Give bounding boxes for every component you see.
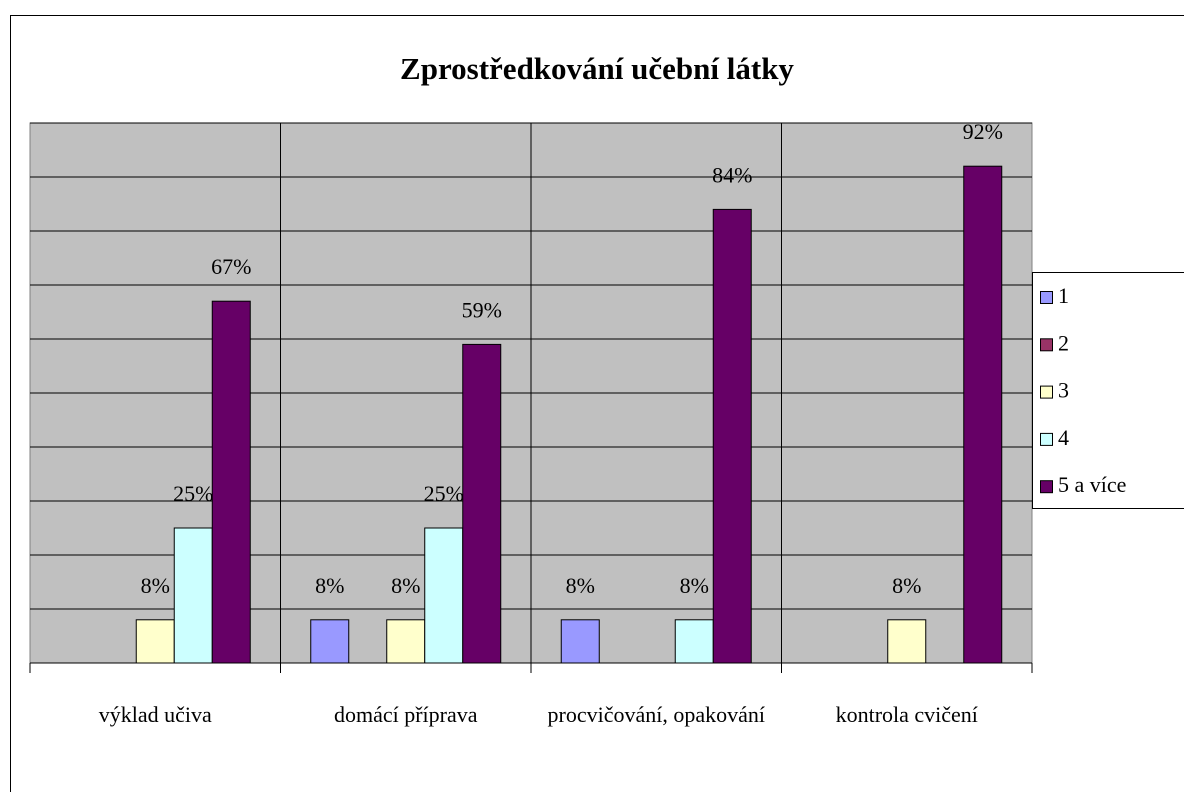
bar — [173, 527, 213, 664]
bar — [560, 619, 600, 664]
data-label: 8% — [391, 573, 420, 598]
bar — [887, 619, 927, 664]
bar — [135, 619, 175, 664]
x-tick-label: kontrola cvičení — [835, 702, 978, 727]
x-tick-label: procvičování, opakování — [547, 702, 766, 727]
bar — [310, 619, 350, 664]
x-tick-label: domácí příprava — [333, 702, 478, 727]
data-label: 8% — [566, 573, 595, 598]
legend-swatch — [1040, 291, 1053, 304]
data-label: 92% — [963, 119, 1003, 144]
data-label: 8% — [892, 573, 921, 598]
bar — [674, 619, 714, 664]
bar — [963, 165, 1003, 664]
legend-label: 1 — [1058, 283, 1069, 308]
bar — [386, 619, 426, 664]
data-label: 8% — [141, 573, 170, 598]
legend-swatch — [1040, 432, 1053, 446]
legend-swatch — [1040, 480, 1053, 494]
chart-title: Zprostředkování učební látky — [400, 51, 794, 86]
data-label: 67% — [211, 254, 251, 279]
legend-label: 4 — [1058, 425, 1069, 450]
data-label: 25% — [424, 481, 464, 506]
data-label: 8% — [315, 573, 344, 598]
bar — [424, 527, 464, 664]
legend-label: 2 — [1058, 330, 1069, 355]
bar — [211, 300, 251, 664]
legend-swatch — [1040, 338, 1053, 352]
data-label: 84% — [712, 162, 752, 187]
bar — [462, 343, 502, 664]
data-label: 25% — [173, 481, 213, 506]
x-tick-label: výklad učiva — [98, 702, 212, 727]
bar — [712, 208, 752, 664]
legend-label: 5 a více — [1058, 472, 1126, 497]
legend-label: 3 — [1058, 378, 1069, 403]
data-label: 59% — [462, 297, 502, 322]
legend-swatch — [1040, 385, 1053, 399]
data-label: 8% — [680, 573, 709, 598]
legend — [1032, 272, 1184, 509]
